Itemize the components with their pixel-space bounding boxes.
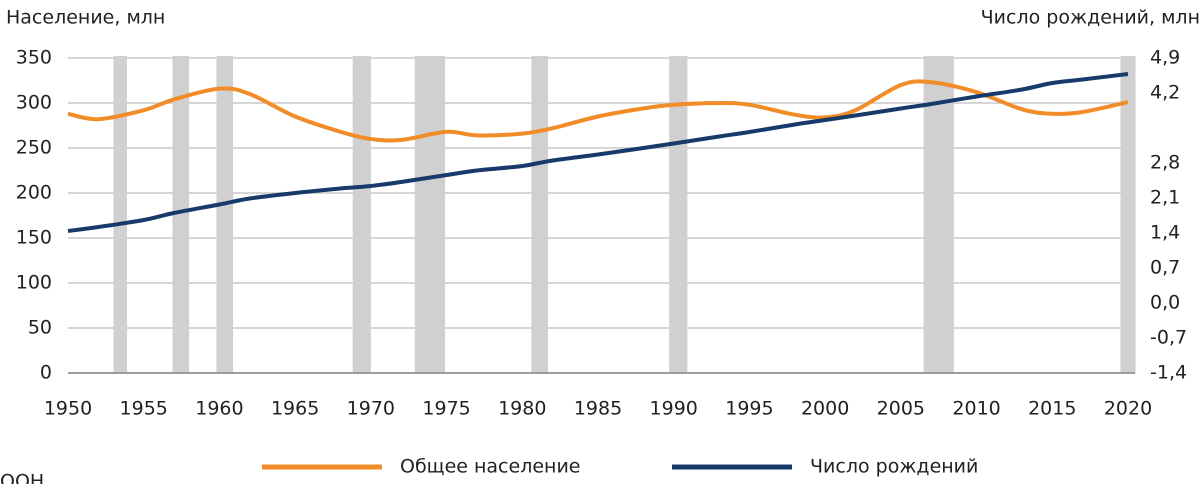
y2-tick-label: 0,0 (1150, 292, 1180, 314)
shaded-period (531, 56, 549, 373)
y-axis-label: Население, млн (6, 7, 165, 29)
shaded-period (172, 56, 190, 373)
x-tick-label: 1965 (271, 398, 319, 420)
y-tick-label: 100 (16, 272, 52, 294)
y2-tick-label: 4,2 (1150, 82, 1180, 104)
y2-tick-label: 0,7 (1150, 257, 1180, 279)
x-tick-label: 1955 (120, 398, 168, 420)
shaded-period (113, 56, 128, 373)
shaded-period (669, 56, 688, 373)
y2-axis-label: Число рождений, млн (981, 7, 1200, 29)
y-tick-label: 200 (16, 182, 52, 204)
x-tick-label: 1960 (195, 398, 243, 420)
y2-tick-label: 2,1 (1150, 187, 1180, 209)
x-tick-label: 1985 (574, 398, 622, 420)
x-tick-label: 2000 (801, 398, 849, 420)
source: ООН (0, 471, 44, 484)
x-tick-label: 1970 (347, 398, 395, 420)
x-tick-label: 2020 (1104, 398, 1152, 420)
shaded-period (414, 56, 446, 373)
y2-tick-label: -1,4 (1150, 362, 1187, 384)
y-tick-label: 350 (16, 47, 52, 69)
legend-label: Число рождений (810, 456, 978, 478)
line (67, 72, 1129, 233)
y-tick-label: 0 (40, 362, 52, 384)
x-tick-label: 2010 (952, 398, 1000, 420)
y2-tick-label: 2,8 (1150, 152, 1180, 174)
shaded-period (352, 56, 371, 373)
y-tick-label: 300 (16, 92, 52, 114)
x-tick-label: 2005 (877, 398, 925, 420)
line (67, 79, 1129, 143)
legend-label: Общее население (400, 456, 580, 478)
y2-tick-label: -0,7 (1150, 327, 1187, 349)
x-tick-label: 1980 (498, 398, 546, 420)
y-tick-label: 50 (28, 317, 52, 339)
x-tick-label: 1950 (44, 398, 92, 420)
shaded-period (1120, 56, 1136, 373)
y2-tick-label: 4,9 (1150, 47, 1180, 69)
x-tick-label: 1975 (422, 398, 470, 420)
y2-tick-label: 1,4 (1150, 222, 1180, 244)
x-tick-label: 2015 (1028, 398, 1076, 420)
x-tick-label: 1995 (725, 398, 773, 420)
shaded-period (216, 56, 234, 373)
y-tick-label: 250 (16, 137, 52, 159)
y-tick-label: 150 (16, 227, 52, 249)
x-tick-label: 1990 (650, 398, 698, 420)
shaded-period (923, 56, 954, 373)
